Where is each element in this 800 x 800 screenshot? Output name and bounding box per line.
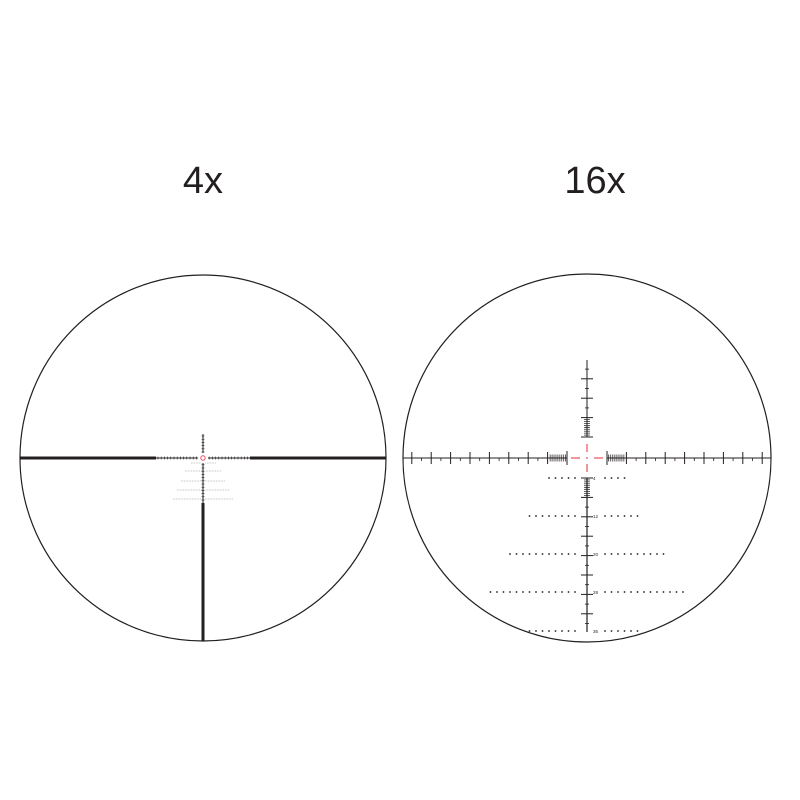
holdover-dot bbox=[535, 515, 537, 517]
holdover-dot bbox=[548, 553, 550, 555]
holdover-label: 20 bbox=[593, 552, 599, 557]
holdover-dot bbox=[610, 477, 613, 479]
holdover-dot bbox=[610, 630, 613, 632]
holdover-label: 36 bbox=[593, 629, 599, 634]
holdover-dot bbox=[630, 553, 632, 555]
holdover-dot bbox=[623, 630, 626, 632]
holdover-dot bbox=[604, 630, 606, 632]
holdover-dot bbox=[630, 591, 632, 593]
holdover-dot bbox=[535, 553, 537, 555]
holdover-dot bbox=[561, 630, 563, 632]
reticle-16x: 4 12 20 28 36 bbox=[402, 273, 772, 643]
holdover-dot bbox=[528, 630, 531, 632]
holdover-dot bbox=[522, 591, 524, 593]
holdover-dot bbox=[636, 553, 639, 555]
holdover-dot bbox=[623, 477, 626, 479]
holdover-dot bbox=[541, 630, 544, 632]
holdover-dot bbox=[567, 553, 570, 555]
holdover-dot bbox=[662, 553, 665, 555]
holdover-dot bbox=[541, 591, 544, 593]
holdover-dot bbox=[574, 553, 576, 555]
holdover-dot bbox=[662, 591, 665, 593]
center-dot-red bbox=[586, 457, 588, 459]
holdover-dot bbox=[561, 591, 563, 593]
holdover-dot bbox=[548, 515, 550, 517]
holdover-dot bbox=[535, 591, 537, 593]
holdover-dot bbox=[617, 591, 619, 593]
holdover-dot bbox=[515, 591, 518, 593]
holdover-dot bbox=[567, 591, 570, 593]
holdover-dot bbox=[636, 591, 639, 593]
reticle-4x bbox=[19, 274, 387, 642]
holdover-dot bbox=[528, 515, 531, 517]
holdover-dot bbox=[554, 477, 557, 479]
holdover-dot bbox=[574, 630, 576, 632]
holdover-dot bbox=[489, 591, 492, 593]
holdover-dot bbox=[567, 515, 570, 517]
holdover-dot bbox=[522, 553, 524, 555]
holdover-dot bbox=[623, 515, 626, 517]
holdover-dot bbox=[541, 553, 544, 555]
holdover-dot bbox=[561, 515, 563, 517]
center-dot-red bbox=[200, 455, 206, 461]
holdover-dot bbox=[567, 630, 570, 632]
holdover-dot bbox=[610, 553, 613, 555]
holdover-dot bbox=[604, 477, 606, 479]
holdover-label: 4 bbox=[593, 476, 596, 481]
holdover-dot bbox=[561, 553, 563, 555]
holdover-dot bbox=[617, 477, 619, 479]
holdover-dot bbox=[554, 630, 557, 632]
holdover-dot bbox=[604, 515, 606, 517]
holdover-dot bbox=[515, 553, 518, 555]
panel-title-16x: 16x bbox=[564, 160, 626, 202]
holdover-dot bbox=[604, 553, 606, 555]
holdover-dot bbox=[623, 553, 626, 555]
holdover-dot bbox=[574, 591, 576, 593]
panel-title-4x: 4x bbox=[182, 160, 224, 202]
holdover-dot bbox=[643, 591, 645, 593]
holdover-dot bbox=[509, 591, 511, 593]
holdover-dot bbox=[643, 553, 645, 555]
holdover-dot bbox=[675, 591, 678, 593]
holdover-label: 12 bbox=[593, 514, 599, 519]
holdover-dot bbox=[610, 591, 613, 593]
holdover-label: 28 bbox=[593, 590, 599, 595]
holdover-dot bbox=[548, 591, 550, 593]
holdover-dot bbox=[656, 553, 658, 555]
holdover-dot bbox=[623, 591, 626, 593]
holdover-dot bbox=[610, 515, 613, 517]
holdover-dot bbox=[574, 477, 576, 479]
holdover-dot bbox=[509, 553, 511, 555]
holdover-dot bbox=[548, 477, 550, 479]
holdover-dot bbox=[617, 630, 619, 632]
holdover-dot bbox=[617, 553, 619, 555]
holdover-dot bbox=[548, 630, 550, 632]
holdover-dot bbox=[630, 630, 632, 632]
holdover-dot bbox=[502, 591, 505, 593]
holdover-dot bbox=[636, 630, 639, 632]
holdover-dot bbox=[541, 515, 544, 517]
holdover-dot bbox=[682, 591, 684, 593]
holdover-dot bbox=[604, 591, 606, 593]
holdover-dot bbox=[574, 515, 576, 517]
holdover-dot bbox=[554, 591, 557, 593]
holdover-dot bbox=[649, 591, 652, 593]
holdover-dot bbox=[567, 477, 570, 479]
holdover-dot bbox=[554, 553, 557, 555]
holdover-dot bbox=[649, 553, 652, 555]
holdover-dot bbox=[636, 515, 639, 517]
holdover-dot bbox=[528, 591, 531, 593]
holdover-dot bbox=[630, 515, 632, 517]
holdover-dot bbox=[656, 591, 658, 593]
holdover-dot bbox=[561, 477, 563, 479]
holdover-dot bbox=[669, 591, 671, 593]
holdover-dot bbox=[554, 515, 557, 517]
holdover-dot bbox=[528, 553, 531, 555]
holdover-dot bbox=[617, 515, 619, 517]
holdover-dot bbox=[496, 591, 498, 593]
holdover-dot bbox=[535, 630, 537, 632]
